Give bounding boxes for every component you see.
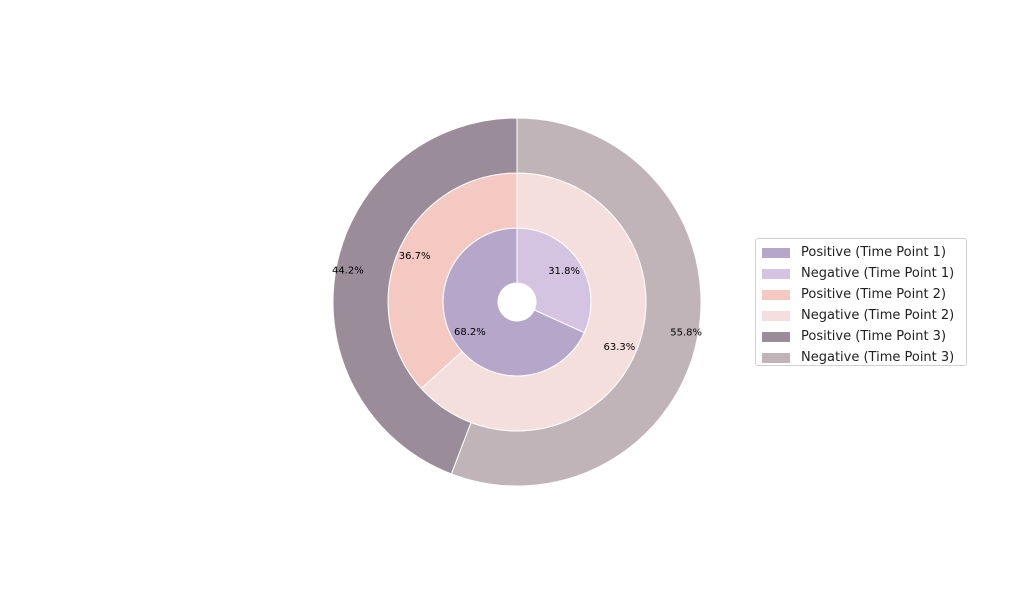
legend-swatch xyxy=(762,310,790,321)
legend-label: Negative (Time Point 1) xyxy=(801,266,955,281)
slice-percent-label: 63.3% xyxy=(603,342,635,353)
legend-swatch xyxy=(762,247,790,258)
chart-legend: Positive (Time Point 1) Negative (Time P… xyxy=(755,238,967,366)
donut-slice xyxy=(450,117,702,487)
legend-swatch xyxy=(762,331,790,342)
donut-slice xyxy=(332,117,518,475)
legend-label: Positive (Time Point 3) xyxy=(801,329,947,344)
slice-percent-label: 36.7% xyxy=(399,251,431,262)
legend-item: Negative (Time Point 2) xyxy=(762,305,966,326)
slice-percent-label: 68.2% xyxy=(454,327,486,338)
legend-label: Positive (Time Point 1) xyxy=(801,245,947,260)
legend-item: Negative (Time Point 3) xyxy=(762,347,966,368)
legend-item: Positive (Time Point 2) xyxy=(762,284,966,305)
slice-percent-label: 55.8% xyxy=(670,328,702,339)
legend-item: Positive (Time Point 1) xyxy=(762,242,966,263)
legend-item: Negative (Time Point 1) xyxy=(762,263,966,284)
legend-swatch xyxy=(762,352,790,363)
legend-label: Positive (Time Point 2) xyxy=(801,287,947,302)
legend-label: Negative (Time Point 2) xyxy=(801,308,955,323)
slice-percent-label: 44.2% xyxy=(332,265,364,276)
legend-swatch xyxy=(762,268,790,279)
slice-percent-label: 31.8% xyxy=(548,266,580,277)
legend-item: Positive (Time Point 3) xyxy=(762,326,966,347)
legend-label: Negative (Time Point 3) xyxy=(801,350,955,365)
legend-swatch xyxy=(762,289,790,300)
